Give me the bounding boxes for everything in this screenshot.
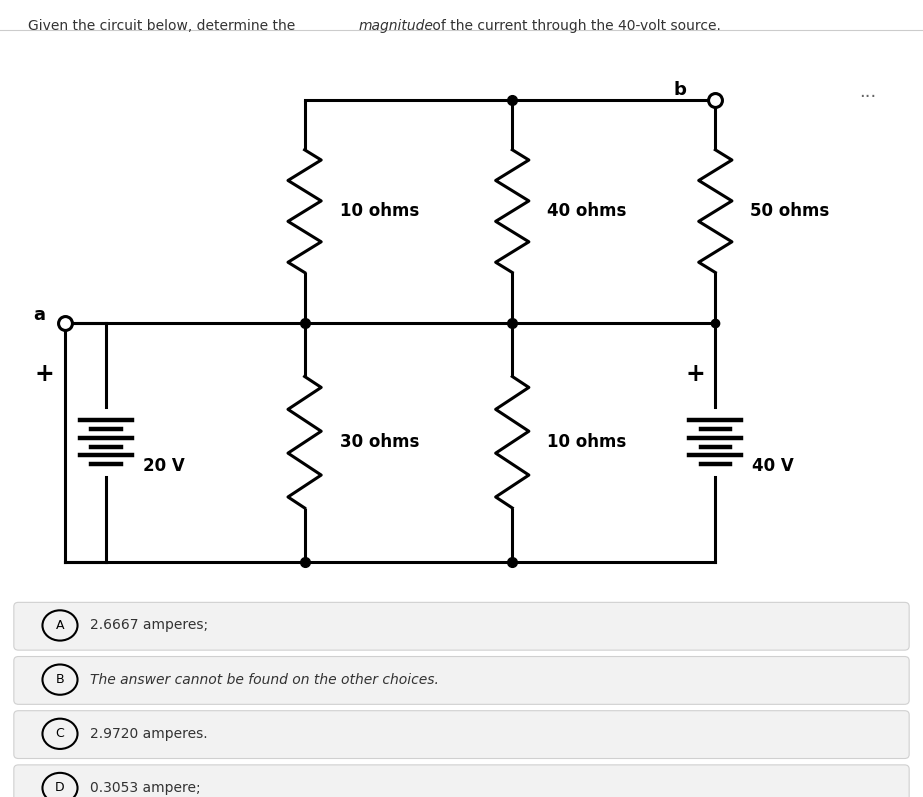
- FancyBboxPatch shape: [14, 711, 909, 759]
- Text: B: B: [55, 673, 65, 686]
- Text: Given the circuit below, determine the: Given the circuit below, determine the: [28, 19, 299, 33]
- Text: 10 ohms: 10 ohms: [547, 434, 627, 451]
- FancyBboxPatch shape: [14, 657, 909, 705]
- Text: 40 ohms: 40 ohms: [547, 202, 627, 220]
- Text: b: b: [674, 81, 687, 99]
- Text: of the current through the 40-volt source.: of the current through the 40-volt sourc…: [428, 19, 721, 33]
- Text: C: C: [55, 728, 65, 740]
- Text: a: a: [33, 306, 46, 324]
- Text: magnitude: magnitude: [358, 19, 433, 33]
- Text: 0.3053 ampere;: 0.3053 ampere;: [90, 781, 201, 795]
- Text: 20 V: 20 V: [143, 457, 185, 475]
- Text: 2.9720 amperes.: 2.9720 amperes.: [90, 727, 208, 740]
- FancyBboxPatch shape: [14, 603, 909, 650]
- Text: 10 ohms: 10 ohms: [340, 202, 419, 220]
- Text: D: D: [55, 782, 65, 795]
- Text: +: +: [34, 363, 54, 387]
- Text: 2.6667 amperes;: 2.6667 amperes;: [90, 618, 209, 633]
- Text: 50 ohms: 50 ohms: [750, 202, 830, 220]
- Text: ...: ...: [859, 83, 876, 100]
- Text: 40 V: 40 V: [752, 457, 794, 475]
- FancyBboxPatch shape: [14, 765, 909, 797]
- Text: +: +: [685, 363, 705, 387]
- Text: The answer cannot be found on the other choices.: The answer cannot be found on the other …: [90, 673, 439, 687]
- Text: 30 ohms: 30 ohms: [340, 434, 419, 451]
- Text: A: A: [55, 619, 65, 632]
